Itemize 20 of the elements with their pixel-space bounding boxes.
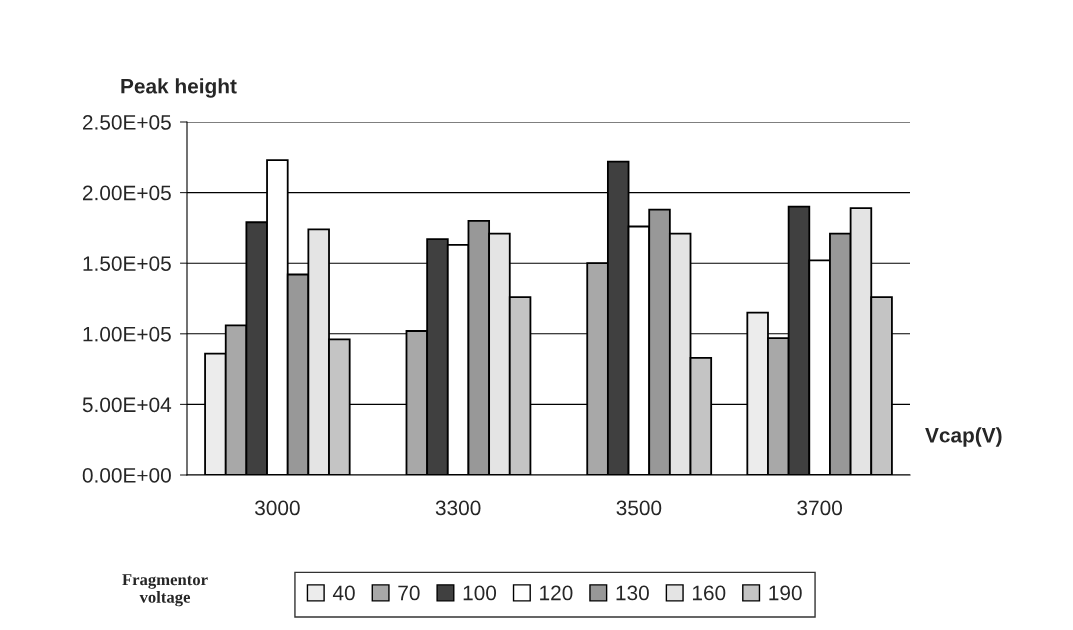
x-axis-title: Vcap(V) bbox=[925, 427, 1002, 447]
y-tick-label: 2.50E+05 bbox=[82, 115, 171, 130]
x-tick-label: 3500 bbox=[616, 500, 662, 516]
legend-title: Fragmentor voltage bbox=[122, 574, 208, 607]
legend-label: 160 bbox=[692, 585, 726, 601]
legend-label: 70 bbox=[398, 585, 420, 601]
legend-label: 40 bbox=[332, 585, 355, 601]
y-tick-label: 0.00E+00 bbox=[82, 468, 171, 483]
legend-label: 120 bbox=[540, 585, 573, 601]
legend-label: 130 bbox=[616, 585, 649, 601]
x-tick-label: 3300 bbox=[435, 500, 481, 516]
y-axis-title: Peak height bbox=[121, 78, 237, 98]
x-tick-label: 3700 bbox=[797, 500, 842, 516]
x-tick-label: 3000 bbox=[255, 500, 300, 516]
y-tick-label: 1.00E+05 bbox=[83, 326, 171, 342]
y-tick-label: 5.00E+04 bbox=[82, 397, 172, 413]
y-tick-label: 1.50E+05 bbox=[83, 256, 171, 271]
legend-label: 100 bbox=[463, 585, 497, 601]
legend-label: 190 bbox=[769, 585, 802, 601]
y-tick-label: 2.00E+05 bbox=[82, 185, 171, 201]
